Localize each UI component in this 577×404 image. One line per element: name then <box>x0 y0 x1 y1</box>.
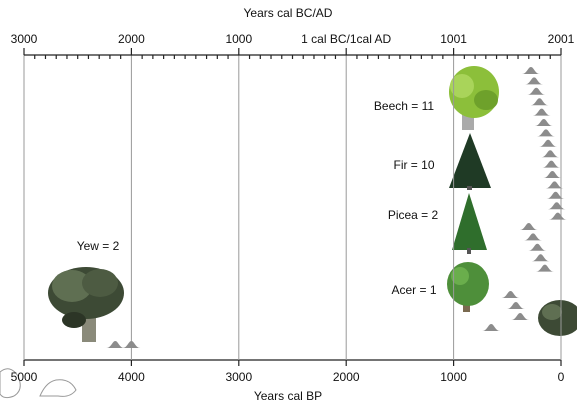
annotation: Yew = 2 <box>77 239 120 253</box>
bottom-axis-title: Years cal BP <box>254 389 322 403</box>
x2-tick-label: 2001 <box>548 32 575 46</box>
date-distribution <box>542 160 561 168</box>
annotation: Fir = 10 <box>393 158 434 172</box>
x-tick-label: 1000 <box>440 370 467 384</box>
date-distribution <box>536 129 555 137</box>
date-distribution <box>534 119 553 126</box>
annotation: Picea = 2 <box>388 208 439 222</box>
beech-tree <box>449 66 499 130</box>
date-distribution <box>548 212 567 220</box>
x2-tick-label: 3000 <box>11 32 38 46</box>
fir-tree <box>449 133 491 190</box>
date-distribution <box>541 150 560 158</box>
date-distribution <box>531 254 550 262</box>
date-distribution <box>506 302 525 309</box>
x2-tick-label: 1 cal BC/1cal AD <box>301 32 391 46</box>
date-distribution <box>521 67 540 74</box>
right-tree <box>538 300 577 336</box>
date-distribution <box>482 324 501 331</box>
bones <box>0 368 77 399</box>
date-distribution <box>547 202 566 210</box>
date-distribution <box>546 191 565 199</box>
x-tick-label: 5000 <box>11 370 38 384</box>
date-distribution <box>530 98 549 106</box>
x-tick-label: 4000 <box>118 370 145 384</box>
x2-tick-label: 1001 <box>440 32 467 46</box>
date-distribution <box>545 181 564 189</box>
x2-tick-label: 2000 <box>118 32 145 46</box>
acer-tree <box>447 262 489 312</box>
x2-tick-label: 1000 <box>225 32 252 46</box>
date-distribution <box>501 291 520 298</box>
yew-tree <box>48 267 124 342</box>
x-tick-label: 2000 <box>333 370 360 384</box>
annotation: Beech = 11 <box>374 99 434 113</box>
date-distribution <box>511 313 530 320</box>
date-distribution <box>525 77 544 85</box>
annotation: Acer = 1 <box>391 283 436 297</box>
date-distribution <box>106 341 125 348</box>
date-distribution <box>543 171 562 178</box>
top-axis-title: Years cal BC/AD <box>244 6 333 20</box>
date-distribution <box>122 341 141 348</box>
date-distribution <box>539 139 558 147</box>
date-distribution <box>528 243 547 251</box>
date-distribution <box>524 233 543 241</box>
x-tick-label: 0 <box>558 370 565 384</box>
date-distribution <box>519 223 538 230</box>
date-distribution <box>535 264 554 272</box>
x-tick-label: 3000 <box>225 370 252 384</box>
date-distribution <box>532 108 551 116</box>
date-distribution <box>527 87 546 95</box>
picea-tree <box>452 193 487 254</box>
